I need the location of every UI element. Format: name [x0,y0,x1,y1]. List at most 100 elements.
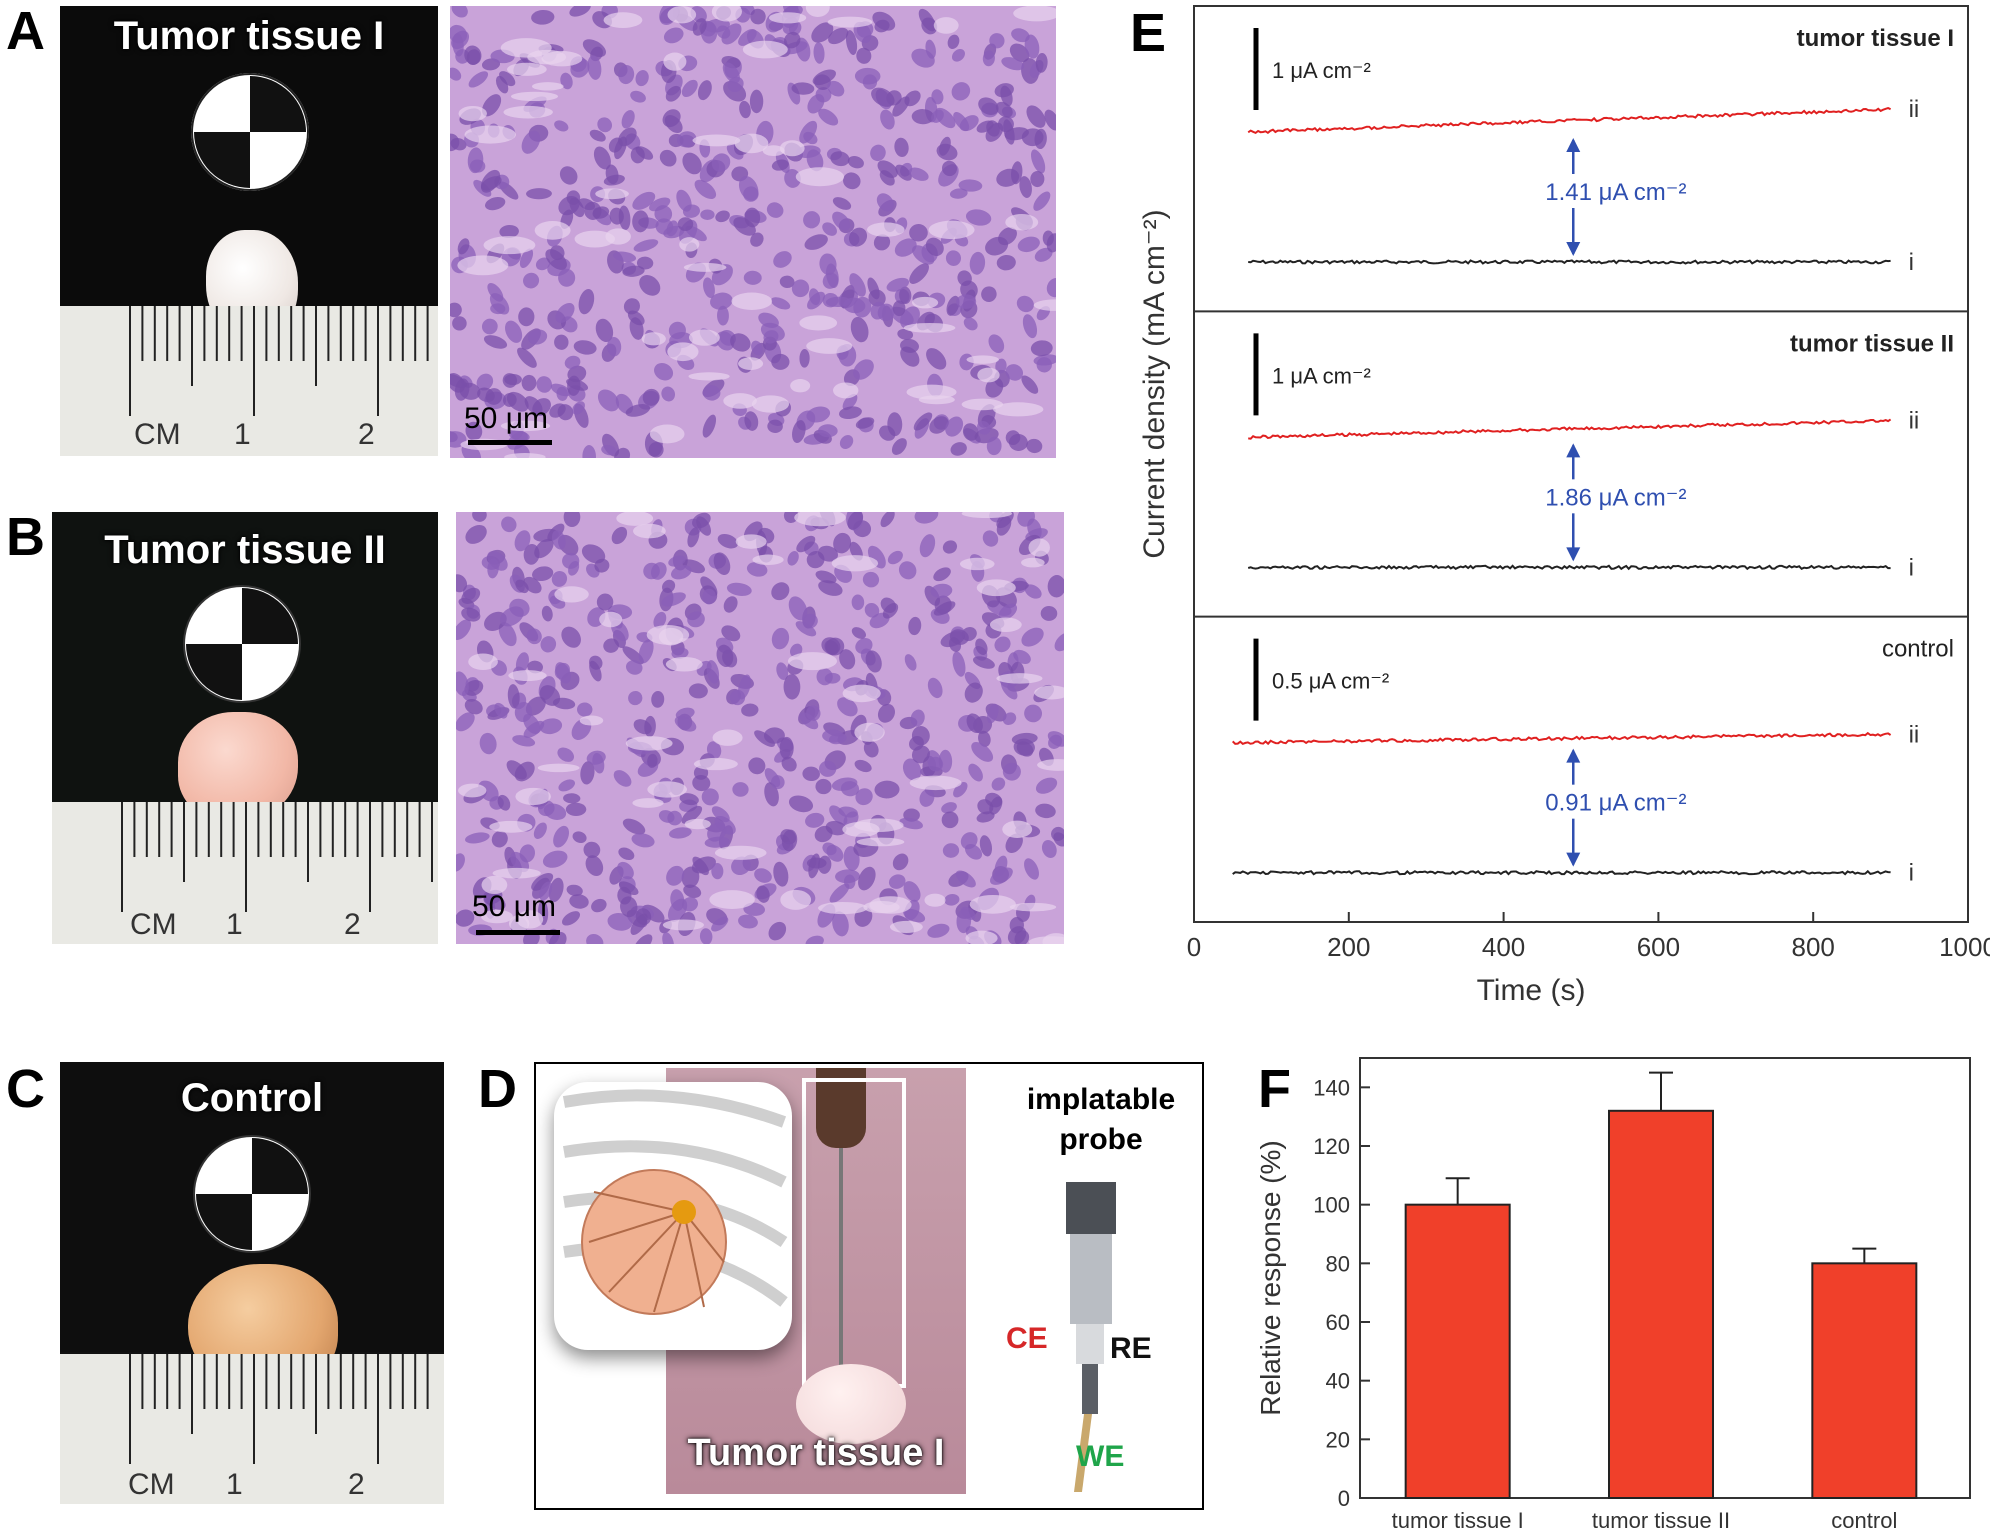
calibration-target-icon [193,1135,311,1253]
arrow-head [1566,547,1581,562]
ruler-mark-1: 1 [226,908,243,941]
scale-bar [468,440,552,445]
ruler-mark-2: 2 [344,908,361,941]
difference-label: 1.41 μA cm⁻² [1545,179,1686,206]
calibration-target-icon [183,585,301,703]
ruler: CM 1 2 [60,306,438,456]
series-ii-line [1247,107,1892,135]
ruler-unit-label: CM [128,1468,175,1501]
chart-f: 0 20 40 60 80 100 120 140 tumor tissue I tumor ti… [1255,1057,1971,1530]
x-axis-label: Time (s) [1477,974,1586,1007]
ruler-unit-label: CM [130,908,177,941]
panel-label-f: F [1258,1059,1291,1119]
tumor-marker [672,1200,696,1224]
probe-needle [839,1148,843,1368]
tumor-tissue-2-photo: Tumor tissue II CM 1 2 [52,512,438,944]
panel-label-b: B [6,507,45,567]
ruler-mark-1: 1 [234,418,251,451]
y-tick-label: 0 [1338,1486,1350,1511]
scale-bar-label: 0.5 μA cm⁻² [1272,669,1389,694]
reference-electrode-label: RE [1110,1332,1152,1365]
x-tick-label: 1000 [1939,932,1990,962]
series-ii-line [1232,731,1892,746]
probe-title-line-2: probe [1059,1123,1143,1156]
photo-title: Control [180,1076,324,1120]
subplot-label: tumor tissue II [1790,330,1954,357]
probe-title-line-1: implatable [1026,1083,1176,1116]
arrow-head [1566,852,1581,867]
scale-bar [476,930,560,935]
tumor-tissue-1-photo: Tumor tissue I CM 1 2 [60,6,438,456]
tumor-tissue-1-histology: 50 μm [450,6,1056,458]
tumor-tissue-2-histology: 50 μm [456,512,1064,944]
probe-title: implatable probe [1006,1080,1196,1160]
lung-model [581,1169,727,1315]
panel-label-a: A [6,1,45,61]
series-i-line [1232,869,1891,876]
y-axis-label: Relative response (%) [1255,1140,1286,1415]
x-tick-label: 600 [1637,932,1680,962]
scale-bar-label: 50 μm [472,890,556,923]
implant-photo: Tumor tissue I [666,1068,966,1494]
x-tick-label: 400 [1482,932,1525,962]
x-tick-label: tumor tissue I [1392,1508,1524,1530]
difference-label: 0.91 μA cm⁻² [1545,790,1686,817]
difference-label-bg [1539,784,1700,819]
series-label: ii [1909,96,1920,123]
ruler: CM 1 2 [52,802,438,944]
x-tick-label: tumor tissue II [1592,1508,1730,1530]
scale-bar-label: 1 μA cm⁻² [1272,363,1371,388]
bar [1608,1109,1714,1500]
subplot-label: control [1882,636,1954,663]
difference-label-bg [1539,174,1700,208]
x-tick-label: 0 [1187,932,1201,962]
series-label: ii [1909,721,1920,748]
y-tick-label: 80 [1326,1251,1350,1276]
tissue-sample [796,1364,906,1444]
subplot-label: tumor tissue I [1797,25,1954,52]
y-tick-label: 60 [1326,1310,1350,1335]
arrow-head [1566,138,1581,152]
series-ii-line [1248,418,1892,440]
x-tick-label: 200 [1327,932,1370,962]
photo-title: Tumor tissue I [113,14,385,58]
y-tick-label: 140 [1313,1075,1350,1100]
series-i-line [1248,259,1891,265]
x-tick-label: control [1831,1508,1897,1530]
bar [1404,1203,1511,1500]
difference-label: 1.86 μA cm⁻² [1545,484,1686,511]
ruler: CM 1 2 [60,1354,444,1504]
panel-d-frame: Tumor tissue I implatable probe CE R [534,1062,1204,1510]
x-tick-label: 800 [1792,932,1835,962]
difference-label-bg [1539,479,1700,514]
series-label: i [1909,249,1914,276]
y-tick-label: 20 [1326,1427,1350,1452]
working-electrode-label: WE [1076,1440,1125,1473]
y-tick-label: 100 [1313,1193,1350,1218]
counter-electrode-label: CE [1006,1322,1048,1355]
photo-title: Tumor tissue II [104,528,386,572]
ruler-mark-2: 2 [358,418,375,451]
highlight-box [802,1078,906,1388]
panel-label-e: E [1130,3,1167,63]
series-i-line [1247,564,1891,571]
control-photo: Control CM 1 2 [60,1062,444,1504]
photo-title: Tumor tissue I [687,1432,945,1474]
scale-bar-label: 1 μA cm⁻² [1272,58,1371,83]
arrow-head [1566,748,1581,763]
scale-bar-label: 50 μm [464,402,548,435]
calibration-target-icon [191,73,309,191]
panel-label-c: C [6,1059,45,1119]
anatomy-inset [554,1082,792,1350]
implantable-probe-diagram [1066,1182,1116,1492]
y-axis-label: Current density (mA cm⁻²) [1138,209,1171,558]
y-tick-label: 40 [1326,1369,1350,1394]
arrow-head [1566,242,1581,256]
series-label: ii [1909,408,1920,435]
plot-frame [1193,5,1969,923]
ruler-unit-label: CM [134,418,181,451]
bar [1811,1262,1918,1499]
series-label: i [1909,860,1914,887]
series-label: i [1909,554,1914,581]
